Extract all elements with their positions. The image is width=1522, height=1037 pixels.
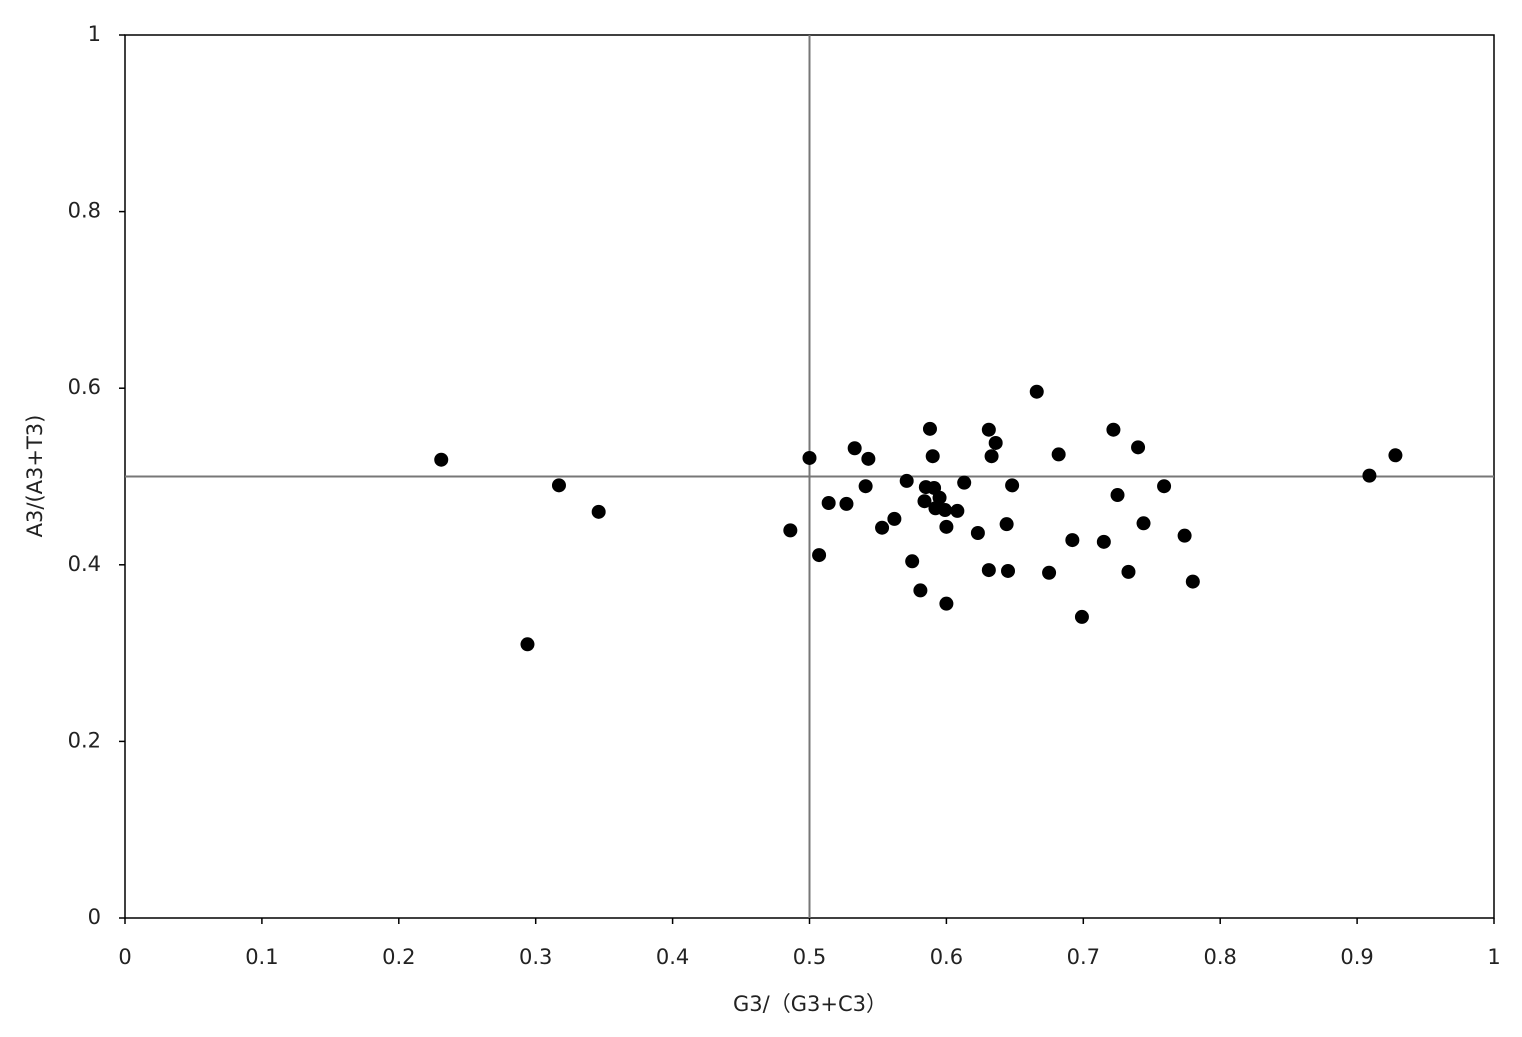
point: [1096, 534, 1111, 549]
point: [520, 637, 535, 652]
point: [970, 526, 985, 541]
point: [1074, 609, 1089, 624]
point: [875, 520, 890, 535]
point: [957, 475, 972, 490]
point: [434, 452, 449, 467]
point: [981, 563, 996, 578]
point: [917, 494, 932, 509]
point: [802, 450, 817, 465]
point: [913, 583, 928, 598]
point: [861, 451, 876, 466]
point: [984, 449, 999, 464]
point: [925, 449, 940, 464]
point: [1001, 563, 1016, 578]
y-tick-label: 0: [88, 905, 101, 929]
y-tick-label: 0.6: [68, 375, 101, 399]
point: [783, 523, 798, 538]
point: [812, 548, 827, 563]
point: [858, 479, 873, 494]
point: [591, 504, 606, 519]
point: [1157, 479, 1172, 494]
x-tick-label: 0.6: [930, 945, 963, 969]
point: [887, 511, 902, 526]
point: [1362, 468, 1377, 483]
point: [999, 517, 1014, 532]
x-tick-label: 0.4: [656, 945, 689, 969]
point: [939, 596, 954, 611]
x-tick-label: 0.9: [1340, 945, 1373, 969]
point: [821, 495, 836, 510]
point: [1388, 448, 1403, 463]
point: [905, 554, 920, 569]
point: [847, 441, 862, 456]
point: [988, 435, 1003, 450]
point: [1121, 564, 1136, 579]
point: [1177, 528, 1192, 543]
point: [1051, 447, 1066, 462]
point: [1106, 422, 1121, 437]
point: [938, 503, 953, 518]
y-tick-label: 1: [88, 22, 101, 46]
x-tick-label: 0.7: [1067, 945, 1100, 969]
point: [1136, 516, 1151, 531]
point: [1042, 565, 1057, 580]
point: [932, 490, 947, 505]
y-tick-label: 0.8: [68, 199, 101, 223]
point: [1131, 440, 1146, 455]
x-tick-label: 0.1: [245, 945, 278, 969]
x-axis-title: G3/（G3+C3）: [733, 992, 887, 1016]
y-tick-label: 0.4: [68, 552, 101, 576]
point: [551, 478, 566, 493]
y-tick-label: 0.2: [68, 728, 101, 752]
x-tick-label: 0: [118, 945, 131, 969]
point: [899, 473, 914, 488]
x-tick-label: 0.2: [382, 945, 415, 969]
point: [1029, 384, 1044, 399]
x-tick-label: 1: [1487, 945, 1500, 969]
x-tick-label: 0.8: [1203, 945, 1236, 969]
x-tick-label: 0.5: [793, 945, 826, 969]
x-tick-label: 0.3: [519, 945, 552, 969]
point: [981, 422, 996, 437]
point: [922, 421, 937, 436]
point: [1005, 478, 1020, 493]
point: [1110, 488, 1125, 503]
point: [839, 496, 854, 511]
point: [939, 519, 954, 534]
point: [1185, 574, 1200, 589]
point: [1065, 533, 1080, 548]
y-axis-title: A3/(A3+T3): [23, 415, 47, 538]
point: [950, 503, 965, 518]
